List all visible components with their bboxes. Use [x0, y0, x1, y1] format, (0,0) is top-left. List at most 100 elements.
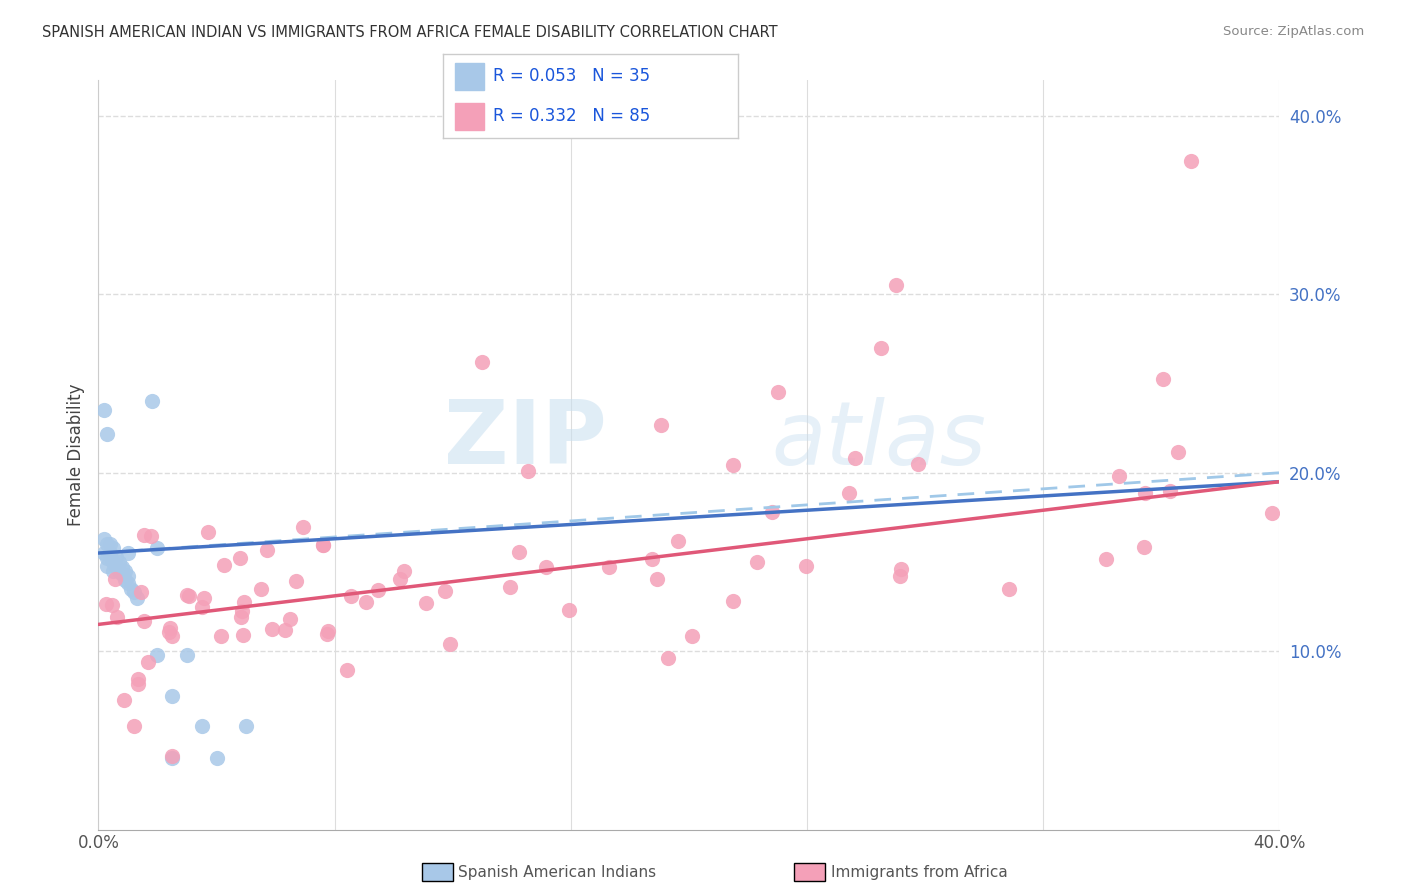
Point	[146, 648, 169, 662]
Text: ZIP: ZIP	[443, 396, 606, 483]
Point	[312, 538, 335, 552]
Point	[177, 589, 200, 603]
Point	[284, 574, 307, 589]
Point	[336, 663, 359, 677]
Point	[117, 546, 139, 560]
Text: R = 0.053   N = 35: R = 0.053 N = 35	[494, 68, 650, 86]
Point	[162, 630, 184, 644]
Point	[125, 591, 148, 605]
Point	[721, 593, 744, 607]
Point	[598, 559, 620, 574]
Point	[134, 528, 156, 542]
Point	[262, 622, 284, 636]
Point	[415, 596, 437, 610]
Text: Immigrants from Africa: Immigrants from Africa	[831, 865, 1008, 880]
Point	[471, 355, 494, 369]
Point	[998, 582, 1021, 597]
Point	[499, 580, 522, 594]
Point	[205, 751, 228, 765]
Point	[136, 655, 159, 669]
Point	[111, 560, 134, 574]
Point	[231, 604, 253, 618]
Point	[434, 584, 457, 599]
Point	[103, 564, 125, 578]
Point	[98, 537, 121, 551]
Point	[1095, 552, 1118, 566]
Point	[389, 572, 412, 586]
Point	[747, 555, 769, 569]
Point	[96, 537, 118, 551]
Point	[681, 629, 703, 643]
Point	[907, 457, 929, 471]
Point	[292, 520, 315, 534]
Point	[111, 567, 134, 582]
Point	[315, 627, 337, 641]
Point	[212, 558, 235, 573]
Point	[339, 589, 361, 603]
Text: atlas: atlas	[772, 397, 987, 483]
Point	[159, 621, 181, 635]
Point	[176, 648, 198, 662]
Point	[657, 651, 679, 665]
Point	[117, 576, 139, 591]
Point	[316, 624, 339, 639]
Point	[122, 719, 145, 733]
Point	[228, 551, 250, 566]
Point	[127, 672, 149, 686]
Point	[536, 560, 558, 574]
Point	[191, 719, 214, 733]
Point	[278, 612, 301, 626]
Point	[176, 588, 198, 602]
Point	[191, 600, 214, 615]
Point	[105, 558, 128, 573]
Point	[1152, 371, 1174, 385]
Point	[640, 552, 662, 566]
Point	[105, 610, 128, 624]
Text: Spanish American Indians: Spanish American Indians	[458, 865, 657, 880]
Point	[439, 638, 461, 652]
Bar	[454, 103, 484, 130]
Point	[517, 465, 540, 479]
Point	[162, 748, 184, 763]
Text: Source: ZipAtlas.com: Source: ZipAtlas.com	[1223, 25, 1364, 38]
Point	[889, 569, 911, 583]
Point	[93, 532, 115, 546]
Point	[1108, 468, 1130, 483]
Point	[103, 541, 125, 555]
Point	[98, 546, 121, 560]
Point	[108, 555, 131, 569]
Point	[1133, 540, 1156, 554]
Point	[1133, 485, 1156, 500]
Point	[114, 573, 136, 587]
Point	[101, 598, 124, 612]
Point	[93, 403, 115, 417]
Point	[114, 564, 136, 578]
Point	[354, 595, 377, 609]
Point	[884, 278, 907, 293]
Point	[104, 572, 127, 586]
Point	[558, 603, 581, 617]
Point	[139, 529, 162, 543]
Point	[721, 458, 744, 472]
Point	[162, 689, 183, 703]
Point	[273, 623, 295, 637]
Point	[794, 558, 817, 573]
Point	[146, 541, 169, 555]
Point	[844, 450, 866, 465]
Point	[157, 624, 180, 639]
Point	[132, 614, 155, 628]
Point	[1260, 506, 1282, 520]
Point	[127, 676, 149, 690]
Point	[312, 538, 335, 552]
Point	[890, 562, 912, 576]
Point	[256, 543, 278, 558]
Bar	[454, 62, 484, 90]
Point	[761, 505, 783, 519]
Point	[112, 692, 135, 706]
Point	[766, 385, 789, 400]
Point	[96, 551, 118, 566]
Point	[870, 341, 893, 355]
Point	[93, 546, 115, 560]
Point	[122, 585, 145, 599]
Point	[193, 591, 215, 605]
